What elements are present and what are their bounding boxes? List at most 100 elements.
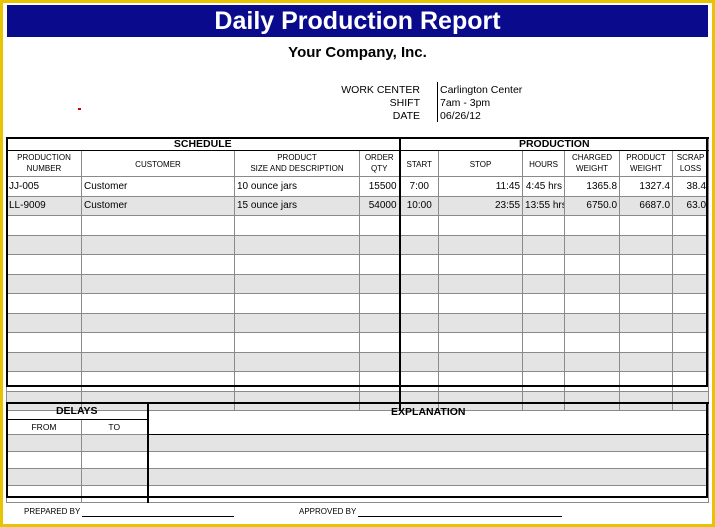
delay-cell-to[interactable] xyxy=(80,467,149,486)
delay-cell-from[interactable] xyxy=(6,450,82,469)
cell-number[interactable] xyxy=(6,351,82,372)
cell-stop[interactable] xyxy=(438,254,524,275)
cell-pweight[interactable] xyxy=(619,215,674,236)
cell-qty[interactable] xyxy=(358,254,401,275)
cell-scrap[interactable] xyxy=(672,371,710,392)
info-value[interactable]: 06/26/12 xyxy=(440,110,481,122)
cell-qty[interactable] xyxy=(358,312,401,333)
cell-customer[interactable]: Customer xyxy=(81,195,235,216)
cell-product[interactable] xyxy=(234,293,360,314)
cell-start[interactable] xyxy=(398,371,440,392)
cell-start[interactable] xyxy=(398,215,440,236)
cell-charged[interactable] xyxy=(564,332,621,353)
cell-charged[interactable] xyxy=(564,293,621,314)
cell-product[interactable] xyxy=(234,273,360,294)
cell-scrap[interactable]: 38.4 xyxy=(672,176,710,197)
cell-stop[interactable] xyxy=(438,234,524,255)
cell-product[interactable]: 15 ounce jars xyxy=(234,195,360,216)
cell-pweight[interactable]: 6687.0 xyxy=(619,195,674,216)
cell-hours[interactable] xyxy=(522,351,566,372)
delay-cell-to[interactable] xyxy=(80,484,149,503)
cell-charged[interactable] xyxy=(564,312,621,333)
cell-number[interactable]: JJ-005 xyxy=(6,176,82,197)
cell-stop[interactable] xyxy=(438,332,524,353)
delay-cell-from[interactable] xyxy=(6,433,82,452)
cell-hours[interactable] xyxy=(522,293,566,314)
delay-cell-explanation[interactable] xyxy=(146,467,710,486)
cell-hours[interactable] xyxy=(522,215,566,236)
cell-start[interactable]: 10:00 xyxy=(398,195,440,216)
cell-product[interactable] xyxy=(234,332,360,353)
cell-product[interactable] xyxy=(234,312,360,333)
cell-stop[interactable] xyxy=(438,215,524,236)
cell-charged[interactable]: 1365.8 xyxy=(564,176,621,197)
cell-customer[interactable] xyxy=(81,332,235,353)
cell-pweight[interactable] xyxy=(619,254,674,275)
cell-scrap[interactable] xyxy=(672,254,710,275)
cell-start[interactable] xyxy=(398,351,440,372)
cell-stop[interactable]: 23:55 xyxy=(438,195,524,216)
cell-scrap[interactable] xyxy=(672,351,710,372)
cell-stop[interactable] xyxy=(438,273,524,294)
cell-number[interactable] xyxy=(6,312,82,333)
delay-cell-explanation[interactable] xyxy=(146,484,710,503)
delay-cell-explanation[interactable] xyxy=(146,450,710,469)
cell-scrap[interactable] xyxy=(672,234,710,255)
cell-number[interactable] xyxy=(6,215,82,236)
cell-hours[interactable] xyxy=(522,332,566,353)
cell-customer[interactable] xyxy=(81,293,235,314)
cell-qty[interactable] xyxy=(358,332,401,353)
cell-product[interactable]: 10 ounce jars xyxy=(234,176,360,197)
delay-cell-explanation[interactable] xyxy=(146,433,710,452)
cell-product[interactable] xyxy=(234,371,360,392)
cell-qty[interactable] xyxy=(358,351,401,372)
cell-scrap[interactable]: 63.0 xyxy=(672,195,710,216)
cell-customer[interactable] xyxy=(81,312,235,333)
cell-pweight[interactable] xyxy=(619,332,674,353)
cell-scrap[interactable] xyxy=(672,332,710,353)
cell-customer[interactable] xyxy=(81,234,235,255)
cell-pweight[interactable] xyxy=(619,273,674,294)
cell-pweight[interactable] xyxy=(619,234,674,255)
cell-stop[interactable] xyxy=(438,371,524,392)
cell-hours[interactable] xyxy=(522,312,566,333)
delay-cell-to[interactable] xyxy=(80,433,149,452)
cell-charged[interactable] xyxy=(564,215,621,236)
cell-scrap[interactable] xyxy=(672,273,710,294)
cell-customer[interactable]: Customer xyxy=(81,176,235,197)
cell-product[interactable] xyxy=(234,351,360,372)
approved-by-line[interactable] xyxy=(358,516,562,517)
cell-customer[interactable] xyxy=(81,215,235,236)
cell-start[interactable] xyxy=(398,332,440,353)
cell-qty[interactable] xyxy=(358,293,401,314)
cell-pweight[interactable] xyxy=(619,351,674,372)
cell-customer[interactable] xyxy=(81,371,235,392)
cell-charged[interactable]: 6750.0 xyxy=(564,195,621,216)
cell-product[interactable] xyxy=(234,215,360,236)
info-value[interactable]: 7am - 3pm xyxy=(440,97,491,109)
cell-hours[interactable]: 4:45 hrs xyxy=(522,176,566,197)
cell-stop[interactable] xyxy=(438,293,524,314)
cell-scrap[interactable] xyxy=(672,293,710,314)
delay-cell-to[interactable] xyxy=(80,450,149,469)
cell-number[interactable]: LL-9009 xyxy=(6,195,82,216)
cell-qty[interactable] xyxy=(358,234,401,255)
cell-start[interactable]: 7:00 xyxy=(398,176,440,197)
cell-hours[interactable] xyxy=(522,371,566,392)
cell-pweight[interactable] xyxy=(619,312,674,333)
cell-qty[interactable] xyxy=(358,273,401,294)
cell-start[interactable] xyxy=(398,273,440,294)
cell-charged[interactable] xyxy=(564,273,621,294)
cell-scrap[interactable] xyxy=(672,215,710,236)
cell-customer[interactable] xyxy=(81,254,235,275)
cell-qty[interactable] xyxy=(358,215,401,236)
cell-scrap[interactable] xyxy=(672,312,710,333)
delay-cell-from[interactable] xyxy=(6,484,82,503)
cell-customer[interactable] xyxy=(81,351,235,372)
cell-number[interactable] xyxy=(6,332,82,353)
cell-number[interactable] xyxy=(6,371,82,392)
cell-qty[interactable] xyxy=(358,371,401,392)
cell-customer[interactable] xyxy=(81,273,235,294)
cell-product[interactable] xyxy=(234,254,360,275)
cell-hours[interactable] xyxy=(522,234,566,255)
